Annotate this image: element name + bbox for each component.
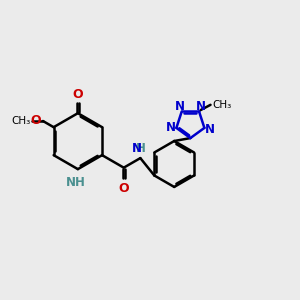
Text: O: O [73,88,83,100]
Text: N: N [196,100,206,112]
Text: N: N [175,100,185,112]
Text: O: O [30,114,41,127]
Text: N: N [166,122,176,134]
Text: CH₃: CH₃ [11,116,31,126]
Text: N: N [132,142,142,154]
Text: CH₃: CH₃ [212,100,231,110]
Text: N: N [204,123,214,136]
Text: H: H [136,142,146,154]
Text: O: O [118,182,129,195]
Text: NH: NH [66,176,86,190]
